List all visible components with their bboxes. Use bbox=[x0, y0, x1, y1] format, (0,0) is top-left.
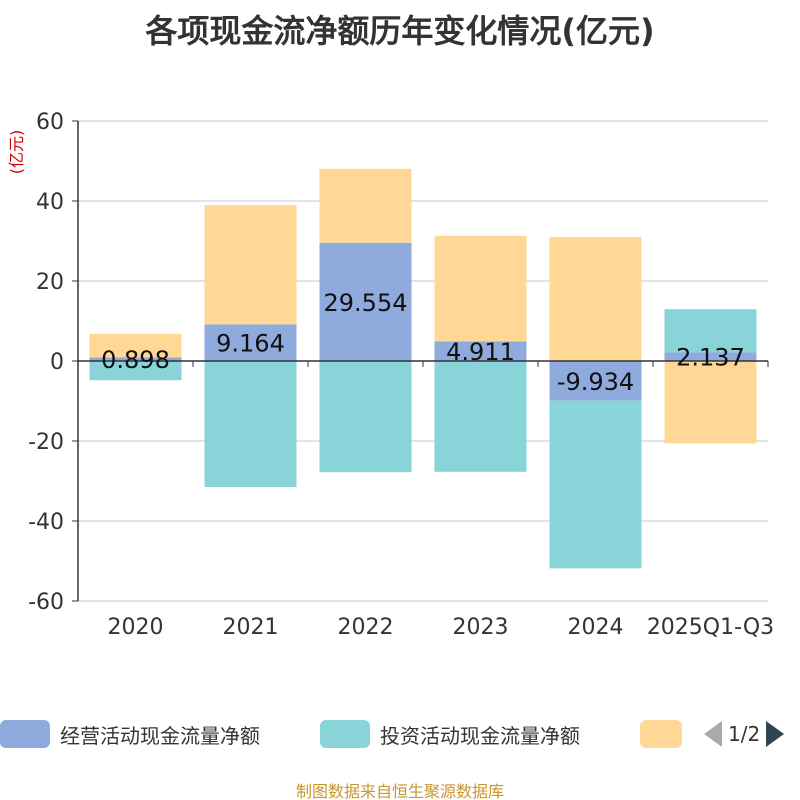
legend-pager: 1/2 bbox=[700, 714, 800, 754]
bar-investing-2020 bbox=[89, 361, 182, 381]
chart-title: 各项现金流净额历年变化情况(亿元) bbox=[145, 12, 655, 50]
data-label: 29.554 bbox=[324, 289, 408, 317]
bar-financing-2020 bbox=[89, 333, 182, 358]
bar-investing-2021 bbox=[204, 361, 297, 487]
x-tick-label: 2025Q1-Q3 bbox=[647, 615, 774, 640]
data-label: 9.164 bbox=[216, 330, 285, 358]
legend-page-indicator: 1/2 bbox=[728, 722, 761, 746]
y-tick-label: 40 bbox=[36, 190, 64, 215]
x-tick-label: 2020 bbox=[108, 615, 164, 640]
bar-operating-2021 bbox=[204, 324, 297, 361]
bar-investing-2024 bbox=[549, 400, 642, 569]
y-tick-label: 20 bbox=[36, 270, 64, 295]
legend-item-financing[interactable] bbox=[640, 714, 692, 754]
bar-operating-2022 bbox=[319, 242, 412, 361]
data-label: 0.898 bbox=[101, 346, 170, 374]
x-tick-label: 2021 bbox=[223, 615, 279, 640]
legend-label-investing: 投资活动现金流量净额 bbox=[380, 723, 580, 748]
data-label: 2.137 bbox=[676, 344, 745, 372]
bar-operating-2020 bbox=[89, 357, 182, 361]
legend-swatch-financing bbox=[640, 720, 682, 748]
x-tick-label: 2023 bbox=[453, 615, 509, 640]
data-label: 4.911 bbox=[446, 338, 515, 366]
legend-swatch-operating bbox=[0, 720, 50, 748]
bar-investing-2025Q1-Q3 bbox=[664, 309, 757, 353]
x-tick-label: 2022 bbox=[338, 615, 394, 640]
bar-operating-2024 bbox=[549, 361, 642, 401]
legend-next-icon[interactable] bbox=[766, 721, 785, 747]
y-tick-label: -40 bbox=[28, 510, 64, 535]
bar-operating-2023 bbox=[434, 341, 527, 361]
source-note: 制图数据来自恒生聚源数据库 bbox=[295, 782, 504, 800]
bar-financing-2022 bbox=[319, 168, 412, 243]
legend: 经营活动现金流量净额 投资活动现金流量净额 1/2 bbox=[0, 714, 800, 754]
legend-swatch-investing bbox=[320, 720, 370, 748]
bar-financing-2025Q1-Q3 bbox=[664, 361, 757, 444]
bar-financing-2021 bbox=[204, 205, 297, 325]
y-tick-label: -60 bbox=[28, 590, 64, 615]
bar-investing-2023 bbox=[434, 361, 527, 472]
bar-operating-2025Q1-Q3 bbox=[664, 352, 757, 361]
bar-investing-2022 bbox=[319, 361, 412, 473]
data-label: -9.934 bbox=[557, 368, 634, 396]
bar-financing-2024 bbox=[549, 237, 642, 361]
chart-canvas: 60 40 20 0 -20 -40 -60 2020 2021 2022 2023 2024 2025… bbox=[28, 110, 774, 640]
y-tick-label: 60 bbox=[36, 110, 64, 135]
y-tick-label: -20 bbox=[28, 430, 64, 455]
legend-prev-icon[interactable] bbox=[704, 721, 722, 747]
bar-financing-2023 bbox=[434, 235, 527, 342]
legend-label-operating: 经营活动现金流量净额 bbox=[60, 723, 260, 748]
legend-item-investing[interactable]: 投资活动现金流量净额 bbox=[320, 714, 580, 754]
legend-item-operating[interactable]: 经营活动现金流量净额 bbox=[0, 714, 260, 754]
x-tick-label: 2024 bbox=[568, 615, 624, 640]
y-tick-label: 0 bbox=[50, 350, 64, 375]
